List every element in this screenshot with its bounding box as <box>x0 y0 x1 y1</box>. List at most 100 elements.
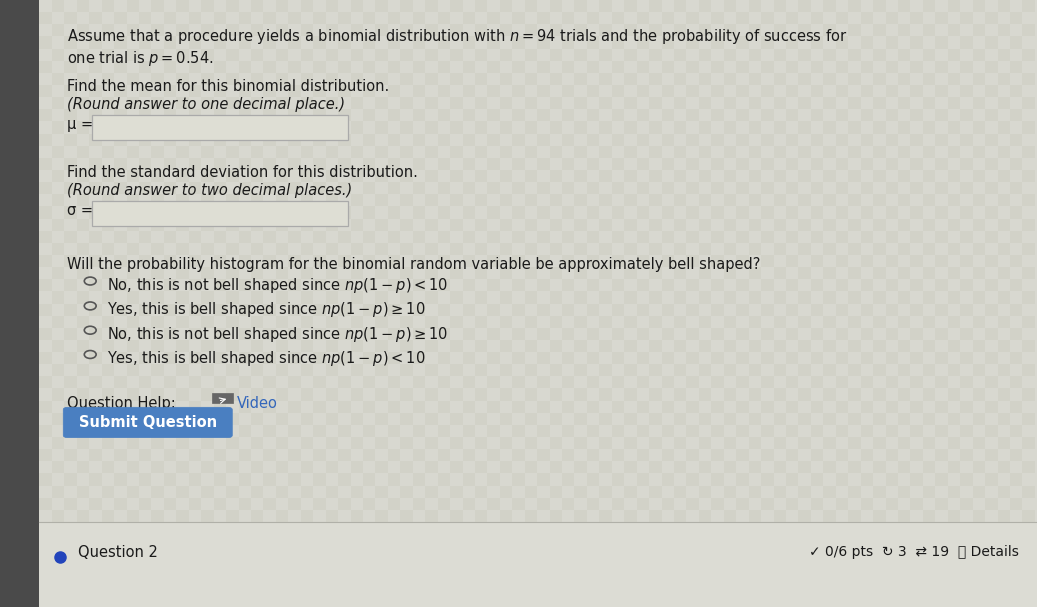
FancyBboxPatch shape <box>674 243 686 255</box>
FancyBboxPatch shape <box>973 194 985 206</box>
FancyBboxPatch shape <box>811 401 823 413</box>
FancyBboxPatch shape <box>176 413 189 425</box>
FancyBboxPatch shape <box>500 340 512 352</box>
FancyBboxPatch shape <box>823 340 836 352</box>
FancyBboxPatch shape <box>500 534 512 546</box>
FancyBboxPatch shape <box>475 97 487 109</box>
FancyBboxPatch shape <box>139 231 151 243</box>
FancyBboxPatch shape <box>212 393 233 403</box>
FancyBboxPatch shape <box>724 437 736 449</box>
FancyBboxPatch shape <box>836 134 848 146</box>
FancyBboxPatch shape <box>326 437 338 449</box>
FancyBboxPatch shape <box>910 231 923 243</box>
FancyBboxPatch shape <box>189 328 201 340</box>
FancyBboxPatch shape <box>998 461 1010 473</box>
FancyBboxPatch shape <box>226 316 239 328</box>
FancyBboxPatch shape <box>239 546 251 558</box>
FancyBboxPatch shape <box>898 558 910 571</box>
FancyBboxPatch shape <box>749 291 761 304</box>
Text: Yes, this is bell shaped since $np(1-p) < 10$: Yes, this is bell shaped since $np(1-p) … <box>107 349 425 368</box>
FancyBboxPatch shape <box>699 388 711 401</box>
FancyBboxPatch shape <box>388 546 400 558</box>
FancyBboxPatch shape <box>562 498 574 510</box>
FancyBboxPatch shape <box>649 73 662 85</box>
FancyBboxPatch shape <box>886 595 898 607</box>
FancyBboxPatch shape <box>139 449 151 461</box>
FancyBboxPatch shape <box>326 24 338 36</box>
FancyBboxPatch shape <box>425 510 438 522</box>
FancyBboxPatch shape <box>998 510 1010 522</box>
FancyBboxPatch shape <box>749 97 761 109</box>
FancyBboxPatch shape <box>102 219 114 231</box>
FancyBboxPatch shape <box>288 401 301 413</box>
FancyBboxPatch shape <box>164 134 176 146</box>
FancyBboxPatch shape <box>711 449 724 461</box>
FancyBboxPatch shape <box>761 595 774 607</box>
FancyBboxPatch shape <box>463 109 475 121</box>
FancyBboxPatch shape <box>985 182 998 194</box>
FancyBboxPatch shape <box>574 146 587 158</box>
FancyBboxPatch shape <box>151 413 164 425</box>
FancyBboxPatch shape <box>886 473 898 486</box>
FancyBboxPatch shape <box>798 291 811 304</box>
FancyBboxPatch shape <box>276 267 288 279</box>
FancyBboxPatch shape <box>438 473 450 486</box>
FancyBboxPatch shape <box>873 486 886 498</box>
FancyBboxPatch shape <box>736 255 749 267</box>
FancyBboxPatch shape <box>276 340 288 352</box>
FancyBboxPatch shape <box>425 534 438 546</box>
FancyBboxPatch shape <box>276 73 288 85</box>
FancyBboxPatch shape <box>338 498 351 510</box>
FancyBboxPatch shape <box>599 291 612 304</box>
FancyBboxPatch shape <box>823 243 836 255</box>
FancyBboxPatch shape <box>848 243 861 255</box>
FancyBboxPatch shape <box>450 340 463 352</box>
FancyBboxPatch shape <box>263 255 276 267</box>
FancyBboxPatch shape <box>985 12 998 24</box>
FancyBboxPatch shape <box>214 61 226 73</box>
FancyBboxPatch shape <box>326 388 338 401</box>
FancyBboxPatch shape <box>127 316 139 328</box>
FancyBboxPatch shape <box>512 522 525 534</box>
FancyBboxPatch shape <box>525 267 537 279</box>
FancyBboxPatch shape <box>363 12 375 24</box>
FancyBboxPatch shape <box>873 291 886 304</box>
FancyBboxPatch shape <box>301 170 313 182</box>
FancyBboxPatch shape <box>263 425 276 437</box>
FancyBboxPatch shape <box>848 49 861 61</box>
FancyBboxPatch shape <box>288 546 301 558</box>
FancyBboxPatch shape <box>388 498 400 510</box>
FancyBboxPatch shape <box>873 170 886 182</box>
FancyBboxPatch shape <box>351 510 363 522</box>
FancyBboxPatch shape <box>562 571 574 583</box>
FancyBboxPatch shape <box>948 267 960 279</box>
FancyBboxPatch shape <box>587 85 599 97</box>
FancyBboxPatch shape <box>923 170 935 182</box>
FancyBboxPatch shape <box>786 328 798 340</box>
FancyBboxPatch shape <box>189 352 201 364</box>
FancyBboxPatch shape <box>848 437 861 449</box>
FancyBboxPatch shape <box>288 522 301 534</box>
FancyBboxPatch shape <box>786 158 798 170</box>
FancyBboxPatch shape <box>724 0 736 12</box>
FancyBboxPatch shape <box>413 134 425 146</box>
FancyBboxPatch shape <box>413 109 425 121</box>
FancyBboxPatch shape <box>898 534 910 546</box>
FancyBboxPatch shape <box>89 376 102 388</box>
FancyBboxPatch shape <box>599 583 612 595</box>
FancyBboxPatch shape <box>587 12 599 24</box>
FancyBboxPatch shape <box>139 498 151 510</box>
FancyBboxPatch shape <box>774 146 786 158</box>
FancyBboxPatch shape <box>985 255 998 267</box>
FancyBboxPatch shape <box>127 510 139 522</box>
FancyBboxPatch shape <box>923 583 935 595</box>
FancyBboxPatch shape <box>985 571 998 583</box>
FancyBboxPatch shape <box>413 498 425 510</box>
FancyBboxPatch shape <box>425 121 438 134</box>
FancyBboxPatch shape <box>288 449 301 461</box>
FancyBboxPatch shape <box>400 437 413 449</box>
FancyBboxPatch shape <box>674 146 686 158</box>
FancyBboxPatch shape <box>239 352 251 364</box>
FancyBboxPatch shape <box>151 388 164 401</box>
FancyBboxPatch shape <box>338 134 351 146</box>
